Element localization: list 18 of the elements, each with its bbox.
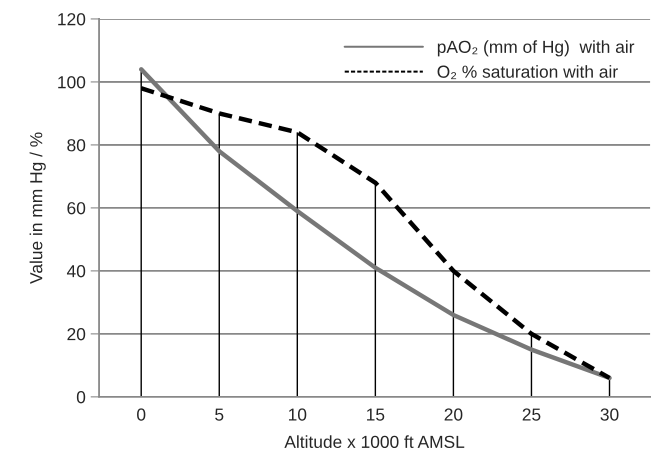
x-axis-title: Altitude x 1000 ft AMSL [284,435,464,448]
y-tick-label: 100 [58,76,86,88]
x-tick-label: 5 [215,408,224,421]
x-tick-label: 25 [522,408,540,421]
x-tick-label: 20 [444,408,462,421]
y-tick-label: 60 [67,202,86,214]
x-tick-label: 0 [137,408,146,421]
y-tick-label: 20 [67,328,86,340]
y-axis-title: Value in mm Hg / % [30,132,46,284]
y-tick-label: 0 [76,391,86,404]
x-tick-label: 15 [367,408,384,421]
x-tick-label: 30 [600,408,618,421]
y-tick-label: 80 [67,139,86,152]
y-tick-label: 120 [58,13,86,26]
x-tick-label: 10 [288,408,306,421]
legend-label: O₂ % saturation with air [438,65,618,80]
y-tick-label: 40 [66,265,86,278]
legend-label: pAO₂ (mm of Hg) with air [438,40,634,56]
